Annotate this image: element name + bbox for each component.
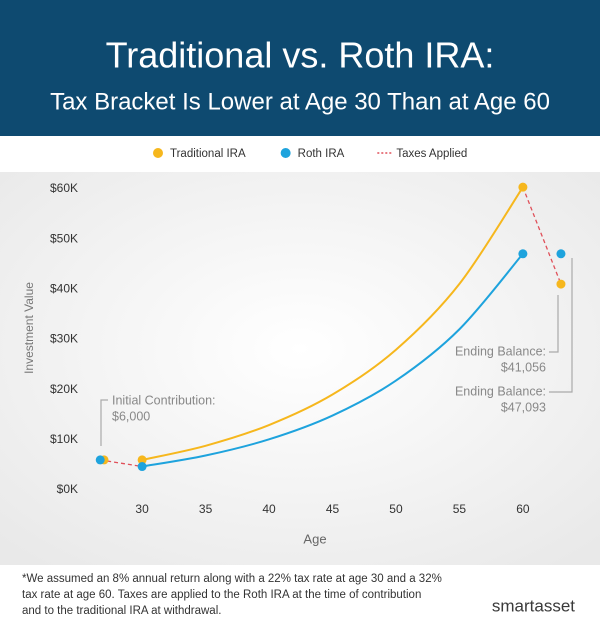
y-tick-label: $40K <box>50 282 78 296</box>
annotation: Ending Balance: <box>455 384 546 398</box>
y-tick-label: $20K <box>50 382 78 396</box>
annotation: $6,000 <box>112 409 150 423</box>
y-tick-label: $10K <box>50 432 78 446</box>
y-tick-label: $50K <box>50 231 78 245</box>
legend-label: Traditional IRA <box>170 148 246 160</box>
series-dot <box>137 462 147 472</box>
legend-label: Roth IRA <box>298 148 345 160</box>
annotation: Initial Contribution: <box>112 393 216 407</box>
y-tick-label: $0K <box>57 482 78 496</box>
legend-swatch <box>153 148 163 158</box>
series-line <box>141 253 524 468</box>
y-tick-label: $60K <box>50 181 78 195</box>
x-tick-label: 50 <box>389 502 403 516</box>
series-dot <box>518 249 528 259</box>
annotation: Ending Balance: <box>455 344 546 358</box>
footnote: and to the traditional IRA at withdrawal… <box>22 605 221 617</box>
x-axis-label: Age <box>303 531 326 546</box>
point-dot <box>556 249 566 259</box>
point-dot <box>556 279 566 289</box>
footnote: *We assumed an 8% annual return along wi… <box>22 573 442 585</box>
legend-label: Taxes Applied <box>396 148 467 160</box>
annotation-leaders <box>100 258 573 446</box>
y-axis-label: Investment Value <box>22 282 36 374</box>
annotation: $41,056 <box>501 360 546 374</box>
series-line <box>141 186 524 461</box>
chart-subtitle: Tax Bracket Is Lower at Age 30 Than at A… <box>50 88 550 115</box>
leader <box>549 295 559 353</box>
leader <box>549 258 573 393</box>
x-tick-label: 45 <box>326 502 340 516</box>
plot-background <box>0 172 600 565</box>
point-dot <box>95 455 105 465</box>
series-dot <box>137 455 147 465</box>
tax-line <box>522 186 562 285</box>
chart-title: Traditional vs. Roth IRA: <box>106 35 495 76</box>
logo: smartasset <box>492 596 575 615</box>
header <box>0 0 600 136</box>
legend-swatch <box>280 148 291 158</box>
x-tick-label: 55 <box>453 502 467 516</box>
x-tick-label: 30 <box>135 502 149 516</box>
x-tick-label: 60 <box>516 502 530 516</box>
footnote: tax rate at age 60. Taxes are applied to… <box>22 589 421 601</box>
x-tick-label: 40 <box>262 502 276 516</box>
leader <box>100 399 108 446</box>
x-tick-label: 35 <box>199 502 213 516</box>
y-tick-label: $30K <box>50 332 78 346</box>
series-dot <box>518 182 528 192</box>
annotation: $47,093 <box>501 400 546 414</box>
